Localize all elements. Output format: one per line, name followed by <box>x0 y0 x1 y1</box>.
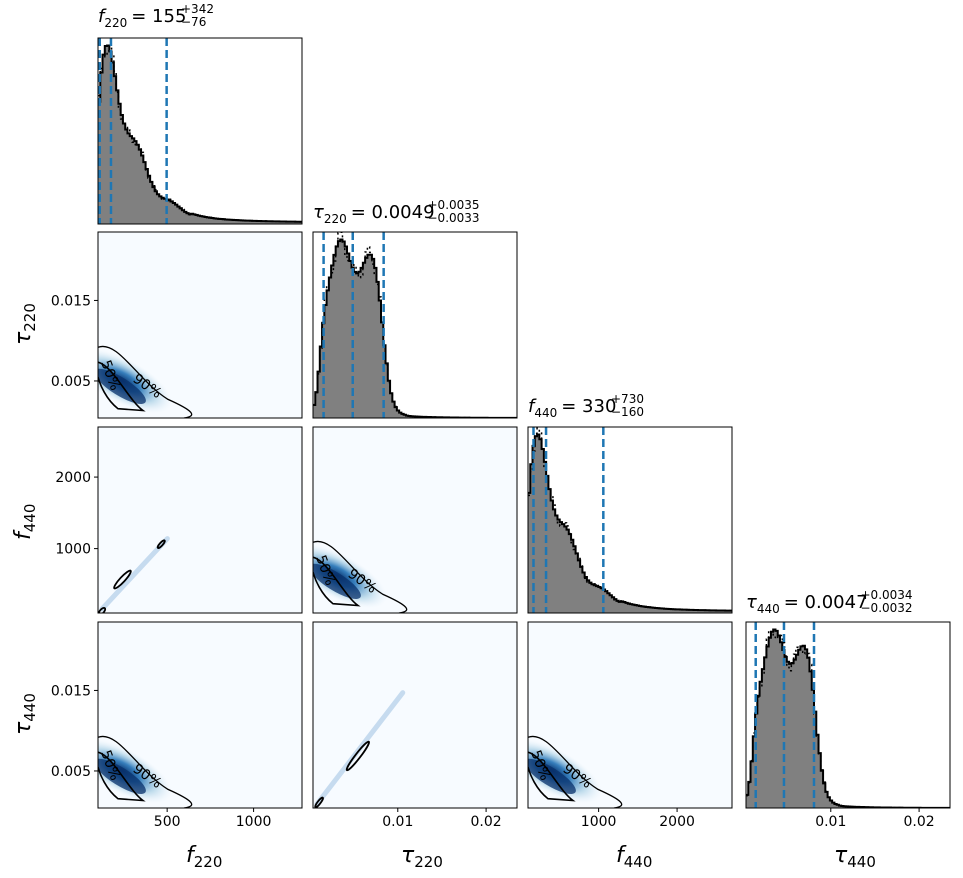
histogram-fill <box>746 629 950 808</box>
histogram-fill <box>528 434 732 613</box>
x-axis-label-220: f220 <box>186 843 222 871</box>
panel-440-vs-440: 50% 90%1000 2000 <box>527 621 733 830</box>
x-tick-label-440-1: 0.02 <box>904 814 935 830</box>
title-upper-error-440: +0.0034 <box>861 588 913 602</box>
panel-440-vs-220: 50% 90% <box>312 426 518 614</box>
panel-frame <box>97 621 303 809</box>
contour <box>345 740 370 772</box>
panel-frame <box>97 37 303 225</box>
title-lower-error-220: −76 <box>181 15 206 29</box>
title-upper-error-220: +342 <box>181 2 214 16</box>
histogram-fill <box>98 45 302 224</box>
y-tick-label-440-0: 0.005 <box>51 764 91 780</box>
panel-frame <box>527 621 733 809</box>
panel-frame <box>312 426 518 614</box>
panel-220-vs-220-hist <box>97 37 303 225</box>
contour-50 <box>313 556 361 607</box>
x-tick-label-440-1: 2000 <box>659 814 695 830</box>
panel-frame <box>97 231 303 419</box>
panel-frame <box>312 621 518 809</box>
y-tick-label-440-1: 2000 <box>55 470 91 486</box>
title-upper-error-440: +730 <box>611 392 644 406</box>
x-axis-label-220: τ220 <box>401 843 443 871</box>
density-core <box>528 758 576 795</box>
title-τ220: τ220 = 0.0049 <box>313 202 435 226</box>
panel-frame <box>745 621 951 809</box>
x-tick-label-220-1: 0.02 <box>471 814 502 830</box>
density-ridge <box>99 536 170 612</box>
panel-frame <box>97 426 303 614</box>
x-tick-label-220-0: 500 <box>154 814 181 830</box>
y-tick-label-220-0: 0.005 <box>51 374 91 390</box>
histogram-fill <box>313 239 517 418</box>
title-τ440: τ440 = 0.0047 <box>746 592 868 616</box>
contour-90 <box>98 735 193 808</box>
panel-440-vs-220: 0.01 0.02 <box>312 621 518 830</box>
y-tick-label-440-0: 1000 <box>55 542 91 558</box>
x-axis-label-440: τ440 <box>834 843 876 871</box>
contour <box>113 569 132 590</box>
y-tick-label-440-1: 0.015 <box>51 683 91 699</box>
panel-440-vs-440-hist <box>527 426 733 614</box>
density-core <box>98 758 146 795</box>
histogram-dotted-outline <box>528 427 732 612</box>
title-lower-error-440: −160 <box>611 405 644 419</box>
title-upper-error-220: +0.0035 <box>428 198 480 212</box>
panel-bg <box>98 427 302 613</box>
contour <box>156 539 166 549</box>
title-f440: f440 = 330 <box>528 396 616 420</box>
y-axis-label-440: f440 <box>11 504 39 540</box>
density-core <box>313 563 361 600</box>
x-tick-label-440-0: 1000 <box>581 814 617 830</box>
panel-440-vs-440-hist: 0.01 0.02 <box>745 621 951 830</box>
y-axis-label-220: τ220 <box>11 303 39 345</box>
y-axis-label-440: τ440 <box>11 693 39 735</box>
x-tick-label-220-1: 1000 <box>236 814 272 830</box>
x-tick-label-220-0: 0.01 <box>382 814 413 830</box>
x-tick-label-440-0: 0.01 <box>815 814 846 830</box>
panel-bg <box>313 622 517 808</box>
density-core <box>98 368 146 405</box>
title-lower-error-220: −0.0033 <box>428 211 480 225</box>
contour-90 <box>98 345 193 418</box>
panel-frame <box>312 231 518 419</box>
contour <box>314 796 324 808</box>
panel-220-vs-220-hist <box>312 231 518 419</box>
contour-50 <box>98 751 146 802</box>
contour-50 <box>98 361 146 412</box>
title-f220: f220 = 155 <box>98 6 186 30</box>
y-tick-label-220-1: 0.015 <box>51 293 91 309</box>
panel-frame <box>527 426 733 614</box>
panel-440-vs-220: 1000 2000 <box>55 426 303 614</box>
x-axis-label-440: f440 <box>616 843 652 871</box>
title-lower-error-440: −0.0032 <box>861 601 913 615</box>
contour-90 <box>528 735 623 808</box>
contour-90 <box>313 540 408 613</box>
contour-50 <box>528 751 576 802</box>
